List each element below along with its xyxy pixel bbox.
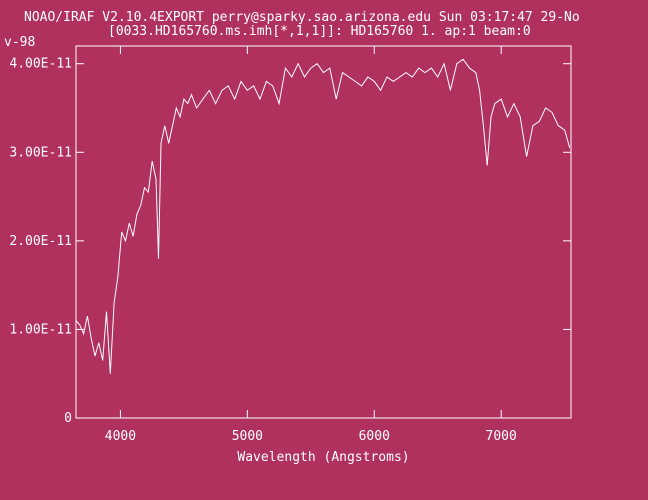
plot-frame — [75, 45, 572, 419]
header-line-1: NOAO/IRAF V2.10.4EXPORT perry@sparky.sao… — [24, 10, 580, 25]
x-tick-label: 5000 — [232, 429, 263, 444]
y-tick-label: 3.00E-11 — [9, 145, 72, 160]
y-tick-label: 1.00E-11 — [9, 322, 72, 337]
spectrum-series-line — [75, 58, 571, 374]
header-line-2: [0033.HD165760.ms.imh[*,1,1]]: HD165760 … — [108, 24, 531, 39]
x-tick-label: 7000 — [486, 429, 517, 444]
y-tick-label: 0 — [64, 411, 72, 426]
y-axis-ticks: 0 1.00E-11 2.00E-11 3.00E-11 4.00E-11 — [9, 57, 571, 426]
y-tick-label: 2.00E-11 — [9, 234, 72, 249]
y-tick-label: 4.00E-11 — [9, 57, 72, 72]
corner-label: v-98 — [4, 35, 36, 50]
x-tick-label: 6000 — [359, 429, 390, 444]
x-tick-label: 4000 — [105, 429, 136, 444]
x-axis-ticks: 4000 5000 6000 7000 — [105, 46, 517, 444]
x-axis-label: Wavelength (Angstroms) — [237, 450, 409, 465]
